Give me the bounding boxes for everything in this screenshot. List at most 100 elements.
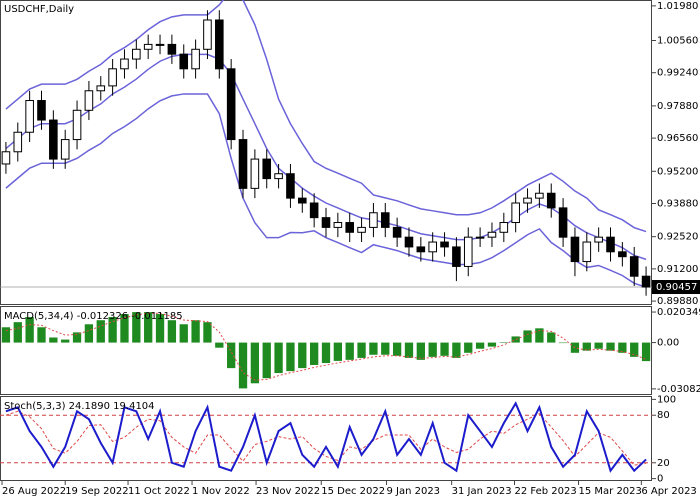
candle-body (618, 251, 627, 258)
candle-body (238, 139, 248, 189)
candle-body (13, 131, 23, 153)
stoch-panel (0, 396, 652, 481)
macd-bar (333, 342, 343, 361)
candle-body (558, 207, 568, 238)
line (5, 93, 647, 288)
line (5, 401, 647, 473)
macd-bar (452, 342, 461, 358)
chart-title: USDCHF,Daily (4, 4, 74, 15)
macd-bar (72, 332, 82, 343)
last-price-label: 0.90457 (656, 282, 697, 293)
candle-body (49, 119, 58, 160)
x-tick-label: 26 Aug 2022 (2, 486, 66, 497)
stoch-title: Stoch(5,3,3) 24.1890 19.4104 (4, 401, 155, 412)
y-tick-label: 1.00560 (657, 36, 698, 47)
stoch-plot (0, 401, 652, 473)
macd-title: MACD(5,34,4) -0.012326 -0.011185 (4, 311, 183, 322)
macd-plot (1, 312, 651, 389)
macd-bar (1, 327, 11, 343)
candle-body (1, 151, 11, 165)
macd-bar (618, 342, 627, 353)
macd-bar (369, 342, 378, 355)
candle-body (297, 197, 307, 204)
last-price-box (652, 280, 700, 295)
macd-bar (582, 342, 591, 351)
candle-body (72, 109, 82, 141)
candle-body (380, 212, 390, 228)
macd-bar (132, 312, 141, 343)
candle-body (582, 241, 592, 263)
y-tick-label: 0.020349 (657, 307, 700, 318)
candle-body (309, 202, 319, 219)
candle-body (606, 236, 615, 253)
macd-bar (84, 324, 94, 343)
macd-bar (96, 320, 105, 343)
macd-bar (416, 342, 425, 360)
macd-bar (13, 322, 22, 343)
y-tick-label: 0.95200 (657, 166, 698, 177)
macd-bar (523, 330, 532, 343)
candle-body (155, 43, 165, 46)
line (5, 0, 647, 233)
macd-bar (37, 327, 46, 343)
candle-body (345, 222, 355, 233)
y-tick-label: 1.01980 (657, 1, 698, 12)
candle-body (250, 158, 260, 189)
macd-bar (179, 324, 188, 343)
x-tick-label: 22 Feb 2023 (514, 486, 576, 497)
y-tick-label: 0.97880 (657, 101, 698, 112)
candle-body (333, 222, 343, 228)
candle-body (25, 100, 34, 133)
candle-body (452, 246, 461, 267)
macd-bar (475, 342, 485, 349)
price-panel (0, 0, 652, 305)
macd-bar (167, 320, 177, 343)
y-tick-label: 0.89880 (657, 296, 698, 307)
candle-body (357, 226, 366, 233)
candle-body (215, 19, 224, 70)
x-tick-label: 1 Nov 2022 (192, 486, 250, 497)
y-tick-label: 100 (657, 394, 676, 405)
line (5, 410, 647, 466)
x-tick-label: 15 Dec 2022 (321, 486, 385, 497)
macd-bar (558, 342, 568, 344)
y-tick-label: 0.00 (657, 338, 679, 349)
x-tick-label: 6 Apr 2023 (641, 486, 696, 497)
macd-bar (250, 342, 260, 384)
macd-bar (404, 342, 414, 358)
y-tick-label: 0.93880 (657, 198, 698, 209)
y-tick-label: 0.91200 (657, 264, 698, 275)
candle-body (132, 48, 141, 60)
candle-body (475, 236, 485, 239)
candle-body (96, 85, 106, 92)
y-tick-label: 20 (657, 458, 670, 469)
macd-bar (227, 342, 236, 369)
candle-body (203, 19, 212, 50)
x-tick-label: 11 Oct 2022 (128, 486, 190, 497)
y-tick-label: 80 (657, 410, 670, 421)
macd-bar (547, 332, 556, 343)
candle-body (392, 226, 402, 238)
y-tick-label: 0.99240 (657, 68, 698, 79)
candle-body (404, 236, 414, 248)
candle-body (37, 100, 46, 121)
candle-body (523, 197, 532, 204)
candle-body (286, 173, 295, 199)
macd-bar (144, 312, 153, 343)
macd-bar (309, 342, 319, 365)
macd-bar (191, 320, 200, 343)
candle-body (511, 202, 520, 224)
candle-body (570, 236, 580, 263)
macd-bar (606, 342, 615, 351)
candle-body (535, 192, 544, 199)
macd-bar (108, 317, 117, 343)
candle-body (546, 192, 556, 209)
macd-bar (535, 328, 544, 343)
y-tick-label: 0.92520 (657, 232, 698, 243)
macd-bar (215, 342, 224, 348)
macd-bar (298, 342, 307, 369)
macd-bar (345, 342, 354, 360)
